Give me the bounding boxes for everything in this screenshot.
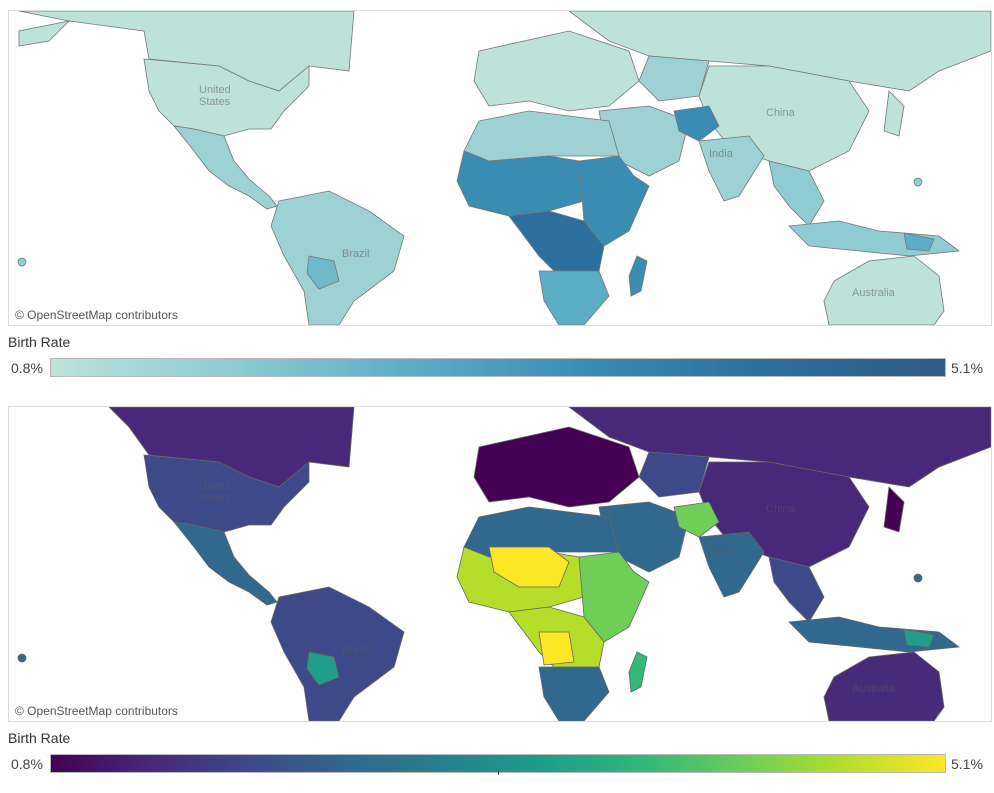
europe[interactable] bbox=[473, 30, 640, 112]
legend-title: Birth Rate bbox=[8, 334, 71, 350]
label-united-states: United bbox=[199, 84, 231, 96]
southern-africa[interactable] bbox=[538, 270, 610, 325]
island-marker[interactable] bbox=[913, 177, 923, 187]
map-panel-top[interactable]: United States Brazil China India Austral… bbox=[8, 10, 992, 326]
country-japan[interactable] bbox=[883, 486, 905, 533]
island-marker[interactable] bbox=[17, 257, 27, 267]
legend-color-bar bbox=[50, 358, 946, 377]
country-mexico-central-america[interactable] bbox=[173, 521, 278, 606]
country-australia[interactable] bbox=[823, 651, 945, 721]
island-marker[interactable] bbox=[17, 653, 27, 663]
north-africa[interactable] bbox=[463, 110, 620, 162]
country-india[interactable] bbox=[698, 135, 765, 202]
legend-min-label: 0.8% bbox=[11, 360, 43, 376]
south-america[interactable] bbox=[270, 586, 405, 721]
country-japan[interactable] bbox=[883, 90, 905, 137]
label-india: India bbox=[709, 544, 734, 556]
country-mexico-central-america[interactable] bbox=[173, 125, 278, 210]
world-map-bottom[interactable]: United States Brazil China India Austral… bbox=[9, 407, 991, 721]
country-usa[interactable] bbox=[143, 58, 310, 137]
west-sahel-africa[interactable] bbox=[456, 150, 585, 217]
country-bolivia[interactable] bbox=[306, 255, 340, 290]
country-niger-chad[interactable] bbox=[488, 546, 570, 588]
label-united-states-2: States bbox=[199, 492, 231, 504]
label-australia: Australia bbox=[852, 287, 896, 299]
country-australia[interactable] bbox=[823, 255, 945, 325]
country-drc-angola[interactable] bbox=[538, 631, 575, 666]
label-brazil: Brazil bbox=[342, 248, 370, 260]
map-panel-bottom[interactable]: United States Brazil China India Austral… bbox=[8, 406, 992, 722]
label-australia: Australia bbox=[852, 683, 896, 695]
legend-min-label: 0.8% bbox=[11, 756, 43, 772]
map-attribution[interactable]: © OpenStreetMap contributors bbox=[13, 308, 180, 322]
southeast-asia[interactable] bbox=[768, 556, 825, 623]
legend-title: Birth Rate bbox=[8, 730, 71, 746]
country-png[interactable] bbox=[903, 628, 935, 648]
country-madagascar[interactable] bbox=[628, 255, 648, 297]
south-america[interactable] bbox=[270, 190, 405, 325]
label-brazil: Brazil bbox=[342, 644, 370, 656]
country-mongolia-kazakh[interactable] bbox=[638, 451, 710, 498]
label-united-states: United bbox=[199, 480, 231, 492]
map-attribution[interactable]: © OpenStreetMap contributors bbox=[13, 704, 180, 718]
country-afghanistan-pakistan[interactable] bbox=[673, 501, 720, 538]
legend-max-label: 5.1% bbox=[951, 756, 983, 772]
southeast-asia[interactable] bbox=[768, 160, 825, 227]
country-mongolia-kazakh[interactable] bbox=[638, 55, 710, 102]
southern-africa[interactable] bbox=[538, 666, 610, 721]
country-usa[interactable] bbox=[143, 454, 310, 533]
country-png[interactable] bbox=[903, 232, 935, 252]
label-china: China bbox=[766, 107, 796, 119]
country-afghanistan-pakistan[interactable] bbox=[673, 105, 720, 142]
legend-tick bbox=[498, 771, 499, 775]
europe[interactable] bbox=[473, 426, 640, 508]
world-map-top[interactable]: United States Brazil China India Austral… bbox=[9, 11, 991, 325]
country-bolivia[interactable] bbox=[306, 651, 340, 686]
country-madagascar[interactable] bbox=[628, 651, 648, 693]
label-india: India bbox=[709, 148, 734, 160]
label-united-states-2: States bbox=[199, 96, 231, 108]
legend-max-label: 5.1% bbox=[951, 360, 983, 376]
country-india[interactable] bbox=[698, 531, 765, 598]
greenland-alaska-islands[interactable] bbox=[18, 20, 71, 47]
label-china: China bbox=[766, 503, 796, 515]
island-marker[interactable] bbox=[913, 573, 923, 583]
